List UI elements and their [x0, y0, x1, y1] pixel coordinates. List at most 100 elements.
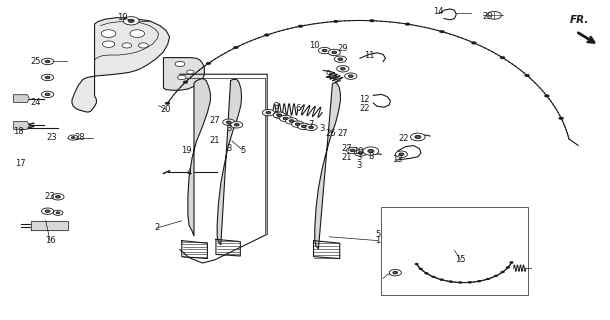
Circle shape: [223, 119, 235, 125]
Circle shape: [415, 135, 421, 139]
Text: 18: 18: [13, 127, 24, 136]
Circle shape: [234, 124, 239, 126]
Text: 13: 13: [392, 155, 403, 164]
Circle shape: [494, 275, 498, 277]
Circle shape: [309, 126, 314, 129]
Text: 25: 25: [30, 57, 41, 66]
Circle shape: [123, 17, 139, 25]
Polygon shape: [13, 95, 29, 102]
Circle shape: [52, 194, 64, 200]
Text: 3: 3: [226, 144, 231, 153]
Circle shape: [122, 43, 132, 48]
Text: 3: 3: [320, 124, 325, 133]
Circle shape: [395, 151, 407, 157]
Text: 27: 27: [341, 144, 352, 153]
Text: 10: 10: [309, 41, 320, 50]
Circle shape: [264, 34, 269, 36]
Text: 15: 15: [455, 255, 466, 264]
Circle shape: [472, 42, 476, 44]
Circle shape: [292, 121, 304, 127]
Text: 17: 17: [15, 159, 26, 168]
Text: 21: 21: [209, 136, 220, 145]
Circle shape: [41, 208, 54, 214]
Circle shape: [500, 56, 505, 59]
Circle shape: [405, 23, 410, 25]
Circle shape: [279, 115, 292, 122]
Text: 14: 14: [432, 7, 443, 16]
Circle shape: [226, 121, 231, 124]
Text: 12: 12: [359, 95, 370, 104]
Text: 5: 5: [240, 146, 245, 155]
Circle shape: [415, 263, 418, 265]
Text: 23: 23: [45, 192, 56, 201]
Circle shape: [350, 149, 355, 152]
Circle shape: [440, 279, 443, 281]
Text: FR.: FR.: [570, 15, 589, 25]
Text: 27: 27: [209, 116, 220, 124]
Text: 2: 2: [155, 223, 160, 232]
Text: 4: 4: [187, 168, 192, 177]
Text: 10: 10: [353, 147, 364, 156]
Circle shape: [506, 267, 510, 268]
Circle shape: [318, 47, 331, 54]
Circle shape: [419, 268, 423, 270]
Circle shape: [101, 30, 116, 37]
Circle shape: [298, 123, 310, 130]
Circle shape: [285, 118, 298, 124]
Circle shape: [128, 19, 134, 22]
Circle shape: [56, 196, 60, 198]
Circle shape: [45, 93, 50, 96]
Circle shape: [559, 117, 564, 120]
Text: 27: 27: [337, 129, 348, 138]
Circle shape: [53, 210, 63, 215]
Circle shape: [41, 58, 54, 65]
Circle shape: [41, 91, 54, 98]
Circle shape: [337, 66, 349, 72]
Circle shape: [277, 114, 282, 116]
Circle shape: [370, 20, 375, 22]
Polygon shape: [30, 221, 68, 230]
Circle shape: [71, 137, 75, 139]
Circle shape: [487, 12, 501, 19]
Text: 20: 20: [160, 105, 171, 114]
Circle shape: [206, 62, 211, 65]
Circle shape: [346, 147, 359, 154]
Circle shape: [41, 74, 54, 81]
Circle shape: [486, 278, 490, 280]
Text: 9: 9: [326, 70, 331, 79]
Circle shape: [130, 30, 145, 37]
Circle shape: [165, 102, 170, 105]
Text: 19: 19: [181, 146, 192, 155]
Text: 3: 3: [226, 124, 231, 132]
Circle shape: [449, 281, 453, 283]
Text: 3: 3: [356, 153, 361, 162]
Polygon shape: [315, 83, 340, 249]
Circle shape: [187, 70, 194, 74]
Circle shape: [45, 210, 50, 212]
Circle shape: [295, 123, 300, 125]
Circle shape: [525, 74, 529, 77]
Circle shape: [266, 111, 271, 114]
Circle shape: [389, 269, 401, 276]
Circle shape: [358, 152, 363, 154]
Circle shape: [432, 276, 436, 278]
Text: 7: 7: [309, 120, 314, 129]
Text: 11: 11: [364, 51, 375, 60]
Text: 29: 29: [483, 12, 493, 21]
Circle shape: [332, 51, 337, 54]
Circle shape: [345, 73, 357, 79]
Text: 21: 21: [341, 153, 352, 162]
Text: 3: 3: [356, 161, 361, 170]
Circle shape: [477, 280, 481, 282]
Circle shape: [411, 133, 425, 141]
Text: 1: 1: [376, 236, 381, 245]
Circle shape: [68, 135, 78, 140]
Bar: [381, 207, 528, 295]
Circle shape: [45, 60, 50, 63]
Text: 22: 22: [359, 104, 370, 113]
Text: 8: 8: [368, 152, 373, 161]
Polygon shape: [163, 58, 204, 90]
Text: 3: 3: [273, 111, 278, 120]
Text: 23: 23: [46, 133, 57, 142]
Circle shape: [544, 95, 549, 97]
